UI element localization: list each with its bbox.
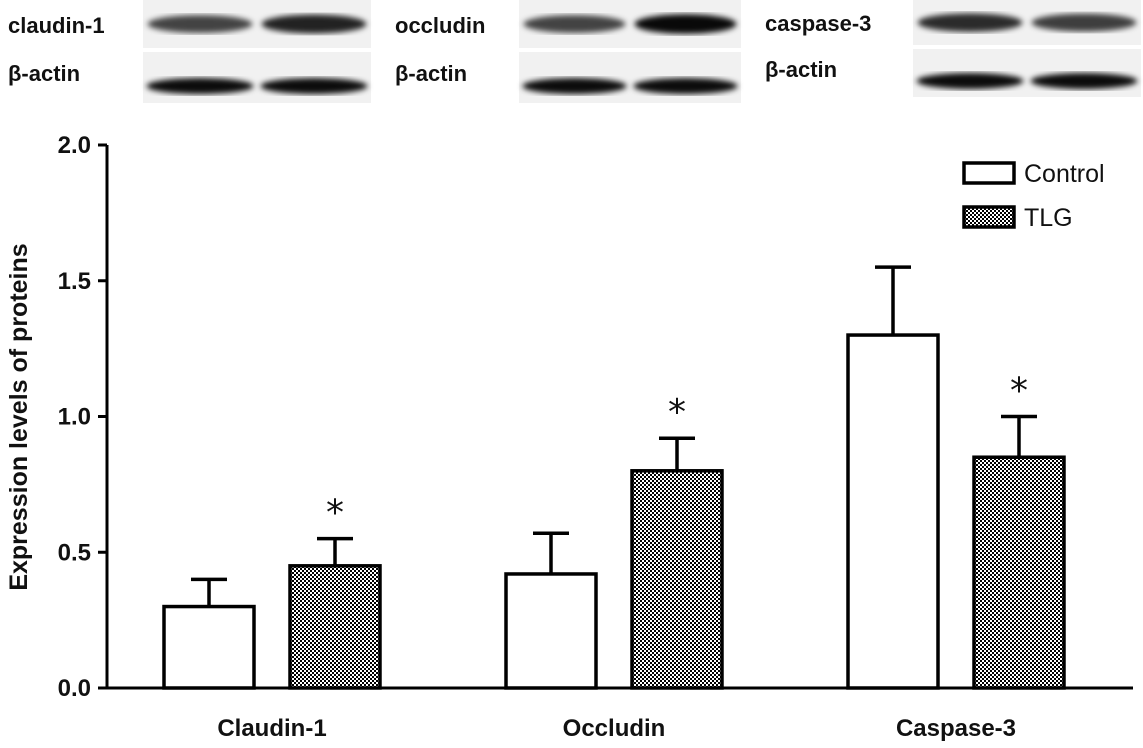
bar-tlg-occludin: [630, 469, 724, 690]
blot-strip-actin: [143, 52, 371, 103]
blot-band-actin: [146, 78, 254, 95]
bar-control-caspase-3: [846, 333, 940, 690]
blot-band-protein: [917, 13, 1023, 32]
blot-label-actin-1: β-actin: [8, 61, 80, 86]
bar-control-claudin-1: [162, 604, 256, 690]
blot-band-actin: [1030, 73, 1138, 89]
blot-panel-claudin: claudin-1 β-actin: [8, 0, 371, 103]
bar-chart: Expression levels of proteins 0.0 0.5 1.0 1…: [5, 132, 1133, 742]
blot-band-protein: [147, 15, 253, 33]
blot-panel-occludin: occludin β-actin: [395, 0, 741, 103]
significance-star: *: [1010, 371, 1028, 412]
blot-image-caspase: [913, 0, 1141, 97]
significance-star: *: [326, 493, 344, 534]
y-axis: 0.0 0.5 1.0 1.5 2.0: [58, 132, 109, 702]
x-category-label: Claudin-1: [217, 715, 326, 742]
bar-control-occludin: [504, 572, 598, 690]
legend-swatch-control: [962, 161, 1016, 185]
blot-label-actin-2: β-actin: [395, 61, 467, 86]
x-category-label: Caspase-3: [896, 715, 1016, 742]
blot-image-claudin: [143, 0, 371, 103]
legend-label-tlg: TLG: [1024, 204, 1073, 232]
bars: * * *: [162, 265, 1066, 690]
blot-band-actin: [633, 78, 738, 95]
blot-label-claudin-1: claudin-1: [8, 13, 105, 38]
x-category-label: Occludin: [563, 715, 666, 742]
blot-band-protein: [1031, 13, 1137, 32]
bar-tlg-caspase-3: [972, 455, 1066, 690]
blot-band-protein: [523, 15, 626, 33]
blot-band-actin: [522, 78, 627, 95]
blot-band-actin: [916, 73, 1024, 89]
y-tick-label: 1.0: [58, 404, 91, 431]
blot-label-occludin: occludin: [395, 13, 485, 38]
blot-band-protein: [261, 14, 367, 34]
significance-star: *: [668, 392, 686, 433]
y-tick-label: 0.5: [58, 539, 91, 566]
blot-strip-actin: [913, 49, 1141, 97]
western-blot-panels: claudin-1 β-actin occludin β-actin caspa…: [8, 0, 1141, 103]
legend: Control TLG: [962, 160, 1105, 232]
blot-panel-caspase: caspase-3 β-actin: [765, 0, 1141, 97]
blot-label-actin-3: β-actin: [765, 57, 837, 82]
category-labels: Claudin-1 Occludin Caspase-3: [217, 715, 1016, 742]
blot-band-protein: [634, 14, 737, 34]
y-tick-label: 0.0: [58, 675, 91, 702]
legend-swatch-tlg: [962, 205, 1016, 229]
y-tick-label: 1.5: [58, 268, 91, 295]
blot-label-caspase-3: caspase-3: [765, 11, 871, 36]
legend-label-control: Control: [1024, 160, 1105, 188]
blot-strip-actin: [519, 52, 741, 103]
y-axis-label: Expression levels of proteins: [5, 243, 33, 590]
bar-tlg-claudin-1: [288, 564, 382, 690]
blot-band-actin: [260, 78, 368, 95]
blot-image-occludin: [519, 0, 741, 103]
y-tick-label: 2.0: [58, 132, 91, 159]
